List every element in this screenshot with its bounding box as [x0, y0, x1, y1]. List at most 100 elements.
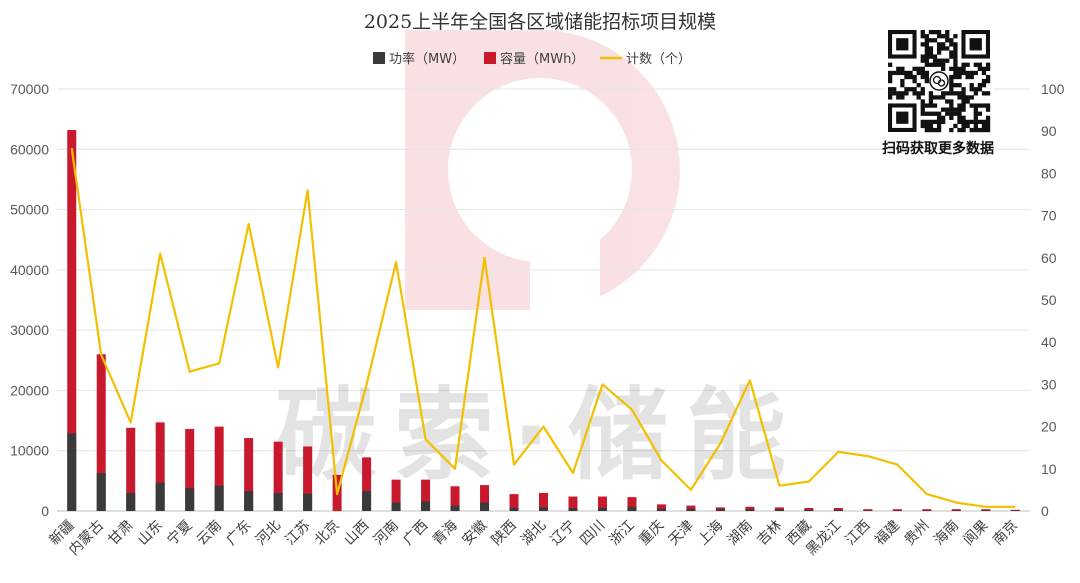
qr-module: [985, 123, 991, 129]
bar-power: [155, 482, 165, 511]
bar-capacity: [627, 497, 637, 511]
qr-module: [920, 103, 925, 108]
qr-module: [920, 107, 925, 112]
left-tick-label: 60000: [10, 141, 49, 157]
qr-module: [949, 107, 954, 112]
category-label: 南京: [990, 518, 1021, 549]
qr-module: [961, 123, 966, 129]
right-tick-label: 40: [1041, 334, 1057, 350]
category-label: 海南: [931, 518, 962, 549]
qr-module: [985, 107, 991, 112]
qr-module: [977, 62, 983, 67]
qr-module: [924, 70, 929, 76]
bar-capacity: [509, 494, 519, 511]
bar-capacity: [981, 509, 991, 511]
qr-finder: [896, 38, 909, 51]
qr-module: [957, 119, 962, 125]
category-label: 贵州: [902, 518, 933, 549]
qr-module: [924, 54, 929, 59]
bar-power: [715, 509, 725, 511]
bar-power: [273, 492, 283, 511]
qr-module: [977, 103, 983, 108]
qr-module: [941, 115, 946, 120]
qr-module: [924, 123, 929, 129]
qr-module: [953, 42, 958, 47]
bar-power: [863, 510, 873, 511]
category-label: 江西: [843, 518, 874, 549]
left-tick-label: 20000: [10, 382, 49, 398]
bar-power: [568, 507, 578, 511]
category-label: 陕西: [489, 518, 520, 549]
qr-module: [957, 111, 962, 116]
qr-module: [953, 83, 958, 88]
category-label: 重庆: [636, 518, 667, 549]
category-labels: 新疆内蒙古甘肃山东宁夏云南广东河北江苏北京山西河南广西青海安徽陕西湖北辽宁四川浙…: [46, 517, 1021, 559]
bar-power: [892, 510, 902, 511]
bar-capacity: [421, 479, 431, 511]
legend-swatch: [373, 52, 385, 64]
qr-module: [985, 78, 991, 84]
chat-icon: [937, 79, 946, 87]
category-label: 广西: [400, 518, 431, 549]
bar-power: [981, 510, 991, 511]
qr-module: [949, 83, 954, 88]
qr-module: [928, 103, 934, 108]
qr-caption: 扫码获取更多数据: [882, 140, 994, 157]
qr-module: [949, 74, 954, 80]
qr-module: [953, 91, 958, 96]
qr-module: [945, 38, 950, 43]
bar-capacity: [185, 429, 195, 511]
qr-module: [953, 34, 958, 39]
bar-capacity: [126, 427, 136, 511]
qr-module: [981, 83, 987, 88]
qr-module: [928, 54, 934, 59]
qr-module: [936, 111, 942, 116]
qr-module: [908, 87, 913, 92]
qr-module: [936, 50, 942, 55]
qr-module: [920, 87, 925, 92]
bar-power: [214, 485, 224, 511]
qr-module: [920, 99, 925, 104]
qr-module: [973, 103, 978, 108]
qr-module: [928, 123, 934, 129]
qr-module: [981, 91, 987, 96]
qr-module: [928, 50, 934, 55]
right-tick-label: 90: [1041, 123, 1057, 139]
qr-module: [924, 38, 929, 43]
qr-module: [904, 74, 909, 80]
qr-module: [953, 74, 958, 80]
legend-label: 容量（MWh）: [500, 51, 584, 67]
legend: 功率（MW） 容量（MWh） 计数（个）: [373, 51, 691, 67]
qr-module: [953, 70, 958, 76]
qr-module: [981, 70, 987, 76]
qr-module: [928, 91, 934, 96]
right-tick-label: 80: [1041, 165, 1057, 181]
qr-module: [924, 74, 929, 80]
qr-module: [945, 46, 950, 51]
qr-module: [969, 119, 974, 125]
qr-module: [957, 95, 962, 100]
category-label: 上海: [695, 518, 726, 549]
bar-power: [774, 509, 784, 511]
qr-module: [928, 30, 934, 35]
qr-module: [977, 119, 983, 125]
qr-module: [916, 70, 921, 76]
bar-capacity: [745, 506, 755, 511]
category-label: 宁夏: [164, 517, 196, 549]
qr-module: [969, 70, 974, 76]
qr-module: [961, 91, 966, 96]
qr-module: [916, 66, 921, 71]
qr-module: [941, 46, 946, 51]
category-label: 阆果: [960, 518, 991, 549]
category-label: 吉林: [754, 518, 785, 549]
category-label: 四川: [577, 518, 608, 549]
qr-module: [965, 119, 970, 125]
qr-module: [928, 46, 934, 51]
category-label: 青海: [430, 518, 461, 549]
logo-watermark: [405, 30, 680, 310]
category-label: 浙江: [607, 518, 638, 549]
qr-module: [961, 99, 966, 104]
right-tick-label: 0: [1041, 503, 1049, 519]
qr-module: [928, 119, 934, 125]
qr-module: [924, 42, 929, 47]
